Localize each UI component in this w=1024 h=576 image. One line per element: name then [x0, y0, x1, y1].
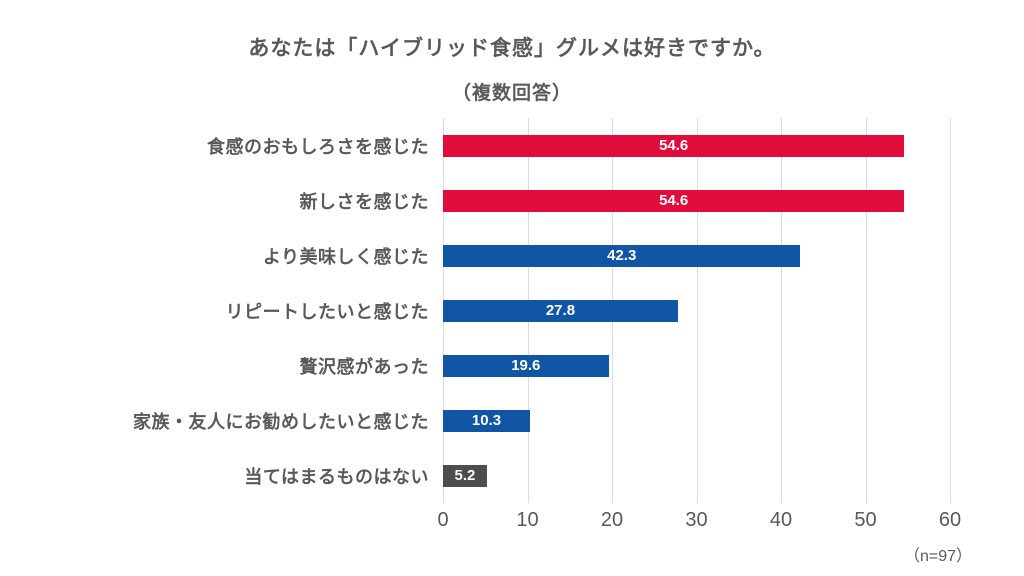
x-tick-label: 30 [685, 509, 708, 531]
bar-track: 54.6 [443, 189, 950, 212]
gridline [950, 118, 951, 503]
bar-row: 食感のおもしろさを感じた 54.6 [0, 118, 950, 173]
category-label: 家族・友人にお勧めしたいと感じた [133, 411, 429, 432]
x-tick-label: 40 [769, 509, 793, 531]
gridline [781, 118, 782, 503]
bar-row: 家族・友人にお勧めしたいと感じた 10.3 [0, 393, 950, 448]
bar-track: 10.3 [443, 409, 950, 432]
gridline [696, 118, 698, 503]
chart-title-block: あなたは「ハイブリッド食感」グルメは好きですか。 （複数回答） [0, 32, 1024, 105]
bar-value-label: 27.8 [545, 302, 576, 319]
category-label: 食感のおもしろさを感じた [207, 136, 429, 157]
bar-track: 27.8 [443, 299, 950, 322]
chart-title: あなたは「ハイブリッド食感」グルメは好きですか。 [248, 37, 776, 60]
x-tick-label: 20 [600, 509, 624, 531]
x-tick-label: 10 [516, 509, 539, 531]
bar-row: 当てはまるものはない 5.2 [0, 448, 950, 503]
bar-row: 贅沢感があった 19.6 [0, 338, 950, 393]
bar-row: より美味しく感じた 42.3 [0, 228, 950, 283]
bar: 27.8 [443, 299, 678, 322]
bar: 5.2 [443, 464, 487, 487]
category-label: 新しさを感じた [299, 191, 429, 212]
bar-track: 54.6 [443, 134, 950, 157]
sample-size-note: （n=97） [903, 548, 972, 565]
category-label: 当てはまるものはない [244, 466, 429, 487]
bar: 54.6 [443, 189, 905, 212]
bar: 54.6 [443, 134, 905, 157]
bar-value-label: 54.6 [659, 137, 689, 154]
bar-value-label: 54.6 [659, 192, 689, 209]
bar-track: 5.2 [443, 464, 950, 487]
x-tick-label: 50 [854, 509, 877, 531]
category-label: 贅沢感があった [299, 356, 429, 377]
gridline [865, 118, 867, 503]
category-label: リピートしたいと感じた [225, 301, 429, 322]
bar-rows: 食感のおもしろさを感じた 54.6 新しさを感じた 54.6 より美味しく感じた 42.3… [0, 118, 950, 503]
bar-row: 新しさを感じた 54.6 [0, 173, 950, 228]
bar: 42.3 [443, 244, 801, 267]
bar-value-label: 5.2 [454, 467, 476, 484]
bar: 10.3 [443, 409, 531, 432]
bar-row: リピートしたいと感じた 27.8 [0, 283, 950, 338]
category-label: より美味しく感じた [262, 246, 429, 267]
bar-track: 42.3 [443, 244, 950, 267]
chart-subtitle: （複数回答） [451, 83, 572, 104]
x-axis: 0 10 20 30 40 50 60 [437, 509, 961, 544]
bar-value-label: 10.3 [471, 412, 502, 429]
bar: 19.6 [443, 354, 609, 377]
x-tick-label: 60 [938, 509, 962, 531]
bar-value-label: 42.3 [607, 247, 637, 264]
bar-value-label: 19.6 [511, 357, 541, 374]
x-tick-label: 0 [437, 509, 449, 531]
bar-track: 19.6 [443, 354, 950, 377]
